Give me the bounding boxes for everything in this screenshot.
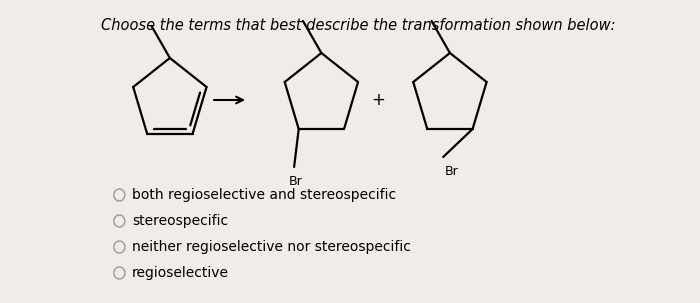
Text: both regioselective and stereospecific: both regioselective and stereospecific [132,188,396,202]
Text: regioselective: regioselective [132,266,229,280]
Text: Br: Br [289,175,303,188]
Text: +: + [372,91,385,109]
Text: Br: Br [445,165,458,178]
Text: neither regioselective nor stereospecific: neither regioselective nor stereospecifi… [132,240,411,254]
Text: stereospecific: stereospecific [132,214,228,228]
Text: Choose the terms that best describe the transformation shown below:: Choose the terms that best describe the … [101,18,615,33]
